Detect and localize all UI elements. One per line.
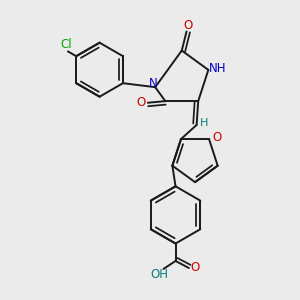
Text: OH: OH <box>150 268 168 281</box>
Text: O: O <box>212 130 222 144</box>
Text: O: O <box>190 262 199 275</box>
Text: O: O <box>184 19 193 32</box>
Text: NH: NH <box>208 62 226 75</box>
Text: H: H <box>200 118 209 128</box>
Text: O: O <box>136 96 146 109</box>
Text: Cl: Cl <box>60 38 72 51</box>
Text: N: N <box>149 77 158 90</box>
